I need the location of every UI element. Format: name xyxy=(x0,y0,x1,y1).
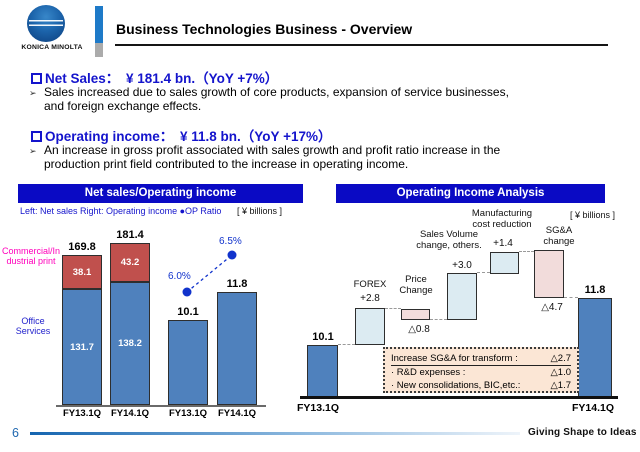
x-label-op-income-fy13: FY13.1Q xyxy=(168,408,208,419)
net-sales-bar-commercial-fy13: 38.1 xyxy=(62,255,102,289)
note-value: △1.0 xyxy=(550,367,571,378)
konica-minolta-globe-icon xyxy=(27,5,65,42)
header-accent-bar-blue xyxy=(95,6,103,43)
header-accent-bar-gray xyxy=(95,43,103,57)
waterfall-connector xyxy=(338,344,355,345)
series-label-office-services: Office Services xyxy=(15,316,51,336)
globe-stripes-icon xyxy=(29,19,63,30)
note-line-consolidations: · New consolidations, BIC,etc.: △1.7 xyxy=(391,379,571,392)
waterfall-bar-fy13 xyxy=(307,345,338,398)
arrow-bullet-icon: ➢ xyxy=(29,146,37,156)
net-sales-body: Sales increased due to sales growth of c… xyxy=(44,85,509,113)
square-bullet-icon xyxy=(31,73,42,84)
note-line-transform: Increase SG&A for transform : △2.7 xyxy=(391,352,571,366)
waterfall-caption-sales-volume: Sales Volume change, others. xyxy=(416,229,482,251)
note-label: · New consolidations, BIC,etc.: xyxy=(391,380,521,391)
op-income-value-fy13: 10.1 xyxy=(177,306,199,318)
op-ratio-label-fy14: 6.5% xyxy=(219,236,242,247)
waterfall-value-sgna: △4.7 xyxy=(541,302,563,313)
right-chart-unit: [ ¥ billions ] xyxy=(570,210,616,220)
x-label-op-income-fy14: FY14.1Q xyxy=(217,408,257,419)
waterfall-connector xyxy=(564,297,578,298)
net-sales-bar-commercial-fy14: 43.2 xyxy=(110,243,150,282)
waterfall-caption-forex: FOREX xyxy=(353,279,387,290)
left-chart-title: Net sales/Operating income xyxy=(18,184,303,203)
logo-wordmark: KONICA MINOLTA xyxy=(21,44,83,51)
waterfall-value-sales-volume: +3.0 xyxy=(452,260,472,271)
waterfall-value-fy13: 10.1 xyxy=(312,331,334,343)
footer-rule xyxy=(30,432,520,435)
note-value: △2.7 xyxy=(550,353,571,364)
page-title: Business Technologies Business - Overvie… xyxy=(116,21,413,37)
sgna-note-box: Increase SG&A for transform : △2.7 · R&D… xyxy=(383,347,579,393)
waterfall-bar-sgna xyxy=(534,250,564,298)
note-label: · R&D expenses : xyxy=(391,367,466,378)
note-line-rd: · R&D expenses : △1.0 xyxy=(391,366,571,379)
left-chart-axis xyxy=(56,405,266,407)
waterfall-bar-sales-volume xyxy=(447,273,477,320)
waterfall-connector xyxy=(430,319,447,320)
waterfall-caption-price-change: Price Change xyxy=(399,274,433,296)
left-chart-legend: Left: Net sales Right: Operating income … xyxy=(20,206,222,216)
x-label-waterfall-fy13: FY13.1Q xyxy=(296,402,340,414)
waterfall-bar-forex xyxy=(355,308,385,345)
right-chart-title: Operating Income Analysis xyxy=(336,184,605,203)
waterfall-bar-fy14 xyxy=(578,298,612,398)
operating-income-body: An increase in gross profit associated w… xyxy=(44,143,501,171)
note-label: Increase SG&A for transform : xyxy=(391,353,518,364)
waterfall-connector xyxy=(477,272,490,273)
waterfall-bar-price-change xyxy=(401,309,430,320)
waterfall-connector xyxy=(385,308,401,309)
waterfall-value-price-change: △0.8 xyxy=(408,324,430,335)
x-label-net-sales-fy14: FY14.1Q xyxy=(110,408,150,419)
square-bullet-icon xyxy=(31,131,42,142)
op-income-bar-fy14 xyxy=(217,292,257,405)
op-income-bar-fy13 xyxy=(168,320,208,405)
waterfall-connector xyxy=(519,251,534,252)
tagline: Giving Shape to Ideas xyxy=(528,427,637,438)
op-ratio-dot-fy14 xyxy=(227,250,237,260)
waterfall-value-forex: +2.8 xyxy=(360,293,380,304)
net-sales-heading: Net Sales： ¥ 181.4 bn.（YoY +7%） xyxy=(45,71,279,86)
left-chart-unit: [ ¥ billions ] xyxy=(237,206,283,216)
op-ratio-dot-fy13 xyxy=(182,287,192,297)
net-sales-bar-office-fy13: 131.7 xyxy=(62,289,102,405)
title-underline xyxy=(115,44,608,46)
net-sales-total-fy14: 181.4 xyxy=(116,229,144,241)
series-label-commercial-industrial-print: Commercial/In dustrial print xyxy=(1,246,60,266)
right-chart-axis xyxy=(300,396,618,399)
operating-income-heading: Operating income： ¥ 11.8 bn.（YoY +17%） xyxy=(45,129,332,144)
page-number: 6 xyxy=(12,426,19,440)
op-income-value-fy14: 11.8 xyxy=(226,278,248,290)
waterfall-caption-manufacturing: Manufacturing cost reduction xyxy=(471,208,533,230)
arrow-bullet-icon: ➢ xyxy=(29,88,37,98)
waterfall-caption-sgna: SG&A change xyxy=(543,225,575,247)
waterfall-value-fy14: 11.8 xyxy=(584,284,606,296)
net-sales-bar-office-fy14: 138.2 xyxy=(110,282,150,405)
net-sales-total-fy13: 169.8 xyxy=(68,241,96,253)
waterfall-value-manufacturing: +1.4 xyxy=(493,238,513,249)
op-ratio-label-fy13: 6.0% xyxy=(168,271,191,282)
waterfall-bar-manufacturing xyxy=(490,252,519,274)
x-label-waterfall-fy14: FY14.1Q xyxy=(571,402,615,414)
x-label-net-sales-fy13: FY13.1Q xyxy=(62,408,102,419)
op-ratio-line xyxy=(182,250,237,297)
note-value: △1.7 xyxy=(550,380,571,391)
